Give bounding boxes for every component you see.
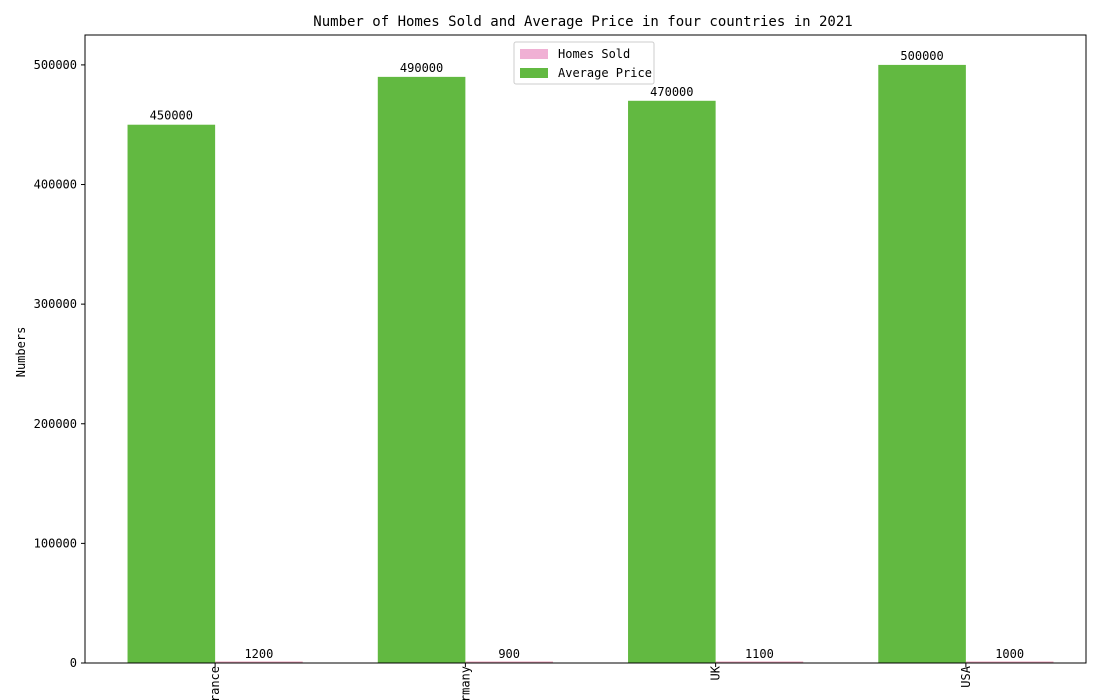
legend-swatch	[520, 49, 548, 59]
bar-value-label: 450000	[150, 109, 193, 123]
chart-title: Number of Homes Sold and Average Price i…	[313, 14, 852, 30]
legend: Homes Sold Average Price	[513, 41, 655, 85]
bar-value-label: 900	[498, 647, 520, 661]
x-tick-label: France	[208, 666, 222, 700]
value-labels-layer: 1200 450000 900 490000 1100 470000 1000 500000	[150, 49, 1024, 661]
bar-value-label: 490000	[400, 61, 443, 75]
plot-frame	[84, 34, 1087, 664]
bar-homes-sold-germany	[465, 661, 553, 663]
bar-average-price-france	[127, 124, 216, 663]
x-tick-label: Germany	[458, 666, 472, 700]
y-tick-label: 400000	[34, 178, 77, 192]
bar-value-label: 1000	[995, 647, 1024, 661]
x-tick-label: USA	[959, 665, 973, 687]
bar-homes-sold-uk	[715, 661, 804, 663]
bar-value-label: 1200	[244, 647, 273, 661]
legend-box	[513, 41, 655, 85]
bar-value-label: 1100	[745, 647, 774, 661]
y-tick-label: 300000	[34, 297, 77, 311]
bars-layer	[127, 64, 1054, 664]
y-axis-label: Numbers	[14, 327, 28, 378]
bar-average-price-germany	[377, 76, 466, 663]
x-tick-label: UK	[709, 665, 723, 680]
bar-value-label: 500000	[900, 49, 943, 63]
legend-label: Average Price	[558, 66, 652, 80]
y-tick-label: 200000	[34, 417, 77, 431]
y-axis: 0 100000 200000 300000 400000 500000	[34, 58, 85, 670]
bar-value-label: 470000	[650, 85, 693, 99]
bar-average-price-uk	[628, 100, 716, 664]
y-tick-label: 500000	[34, 58, 77, 72]
x-axis: France Germany UK USA	[208, 663, 973, 700]
legend-swatch	[520, 68, 548, 78]
bar-average-price-usa	[878, 64, 966, 663]
bar-homes-sold-france	[215, 661, 303, 663]
legend-label: Homes Sold	[558, 47, 630, 61]
bar-homes-sold-usa	[965, 661, 1054, 663]
y-tick-label: 0	[70, 656, 77, 670]
y-tick-label: 100000	[34, 536, 77, 550]
